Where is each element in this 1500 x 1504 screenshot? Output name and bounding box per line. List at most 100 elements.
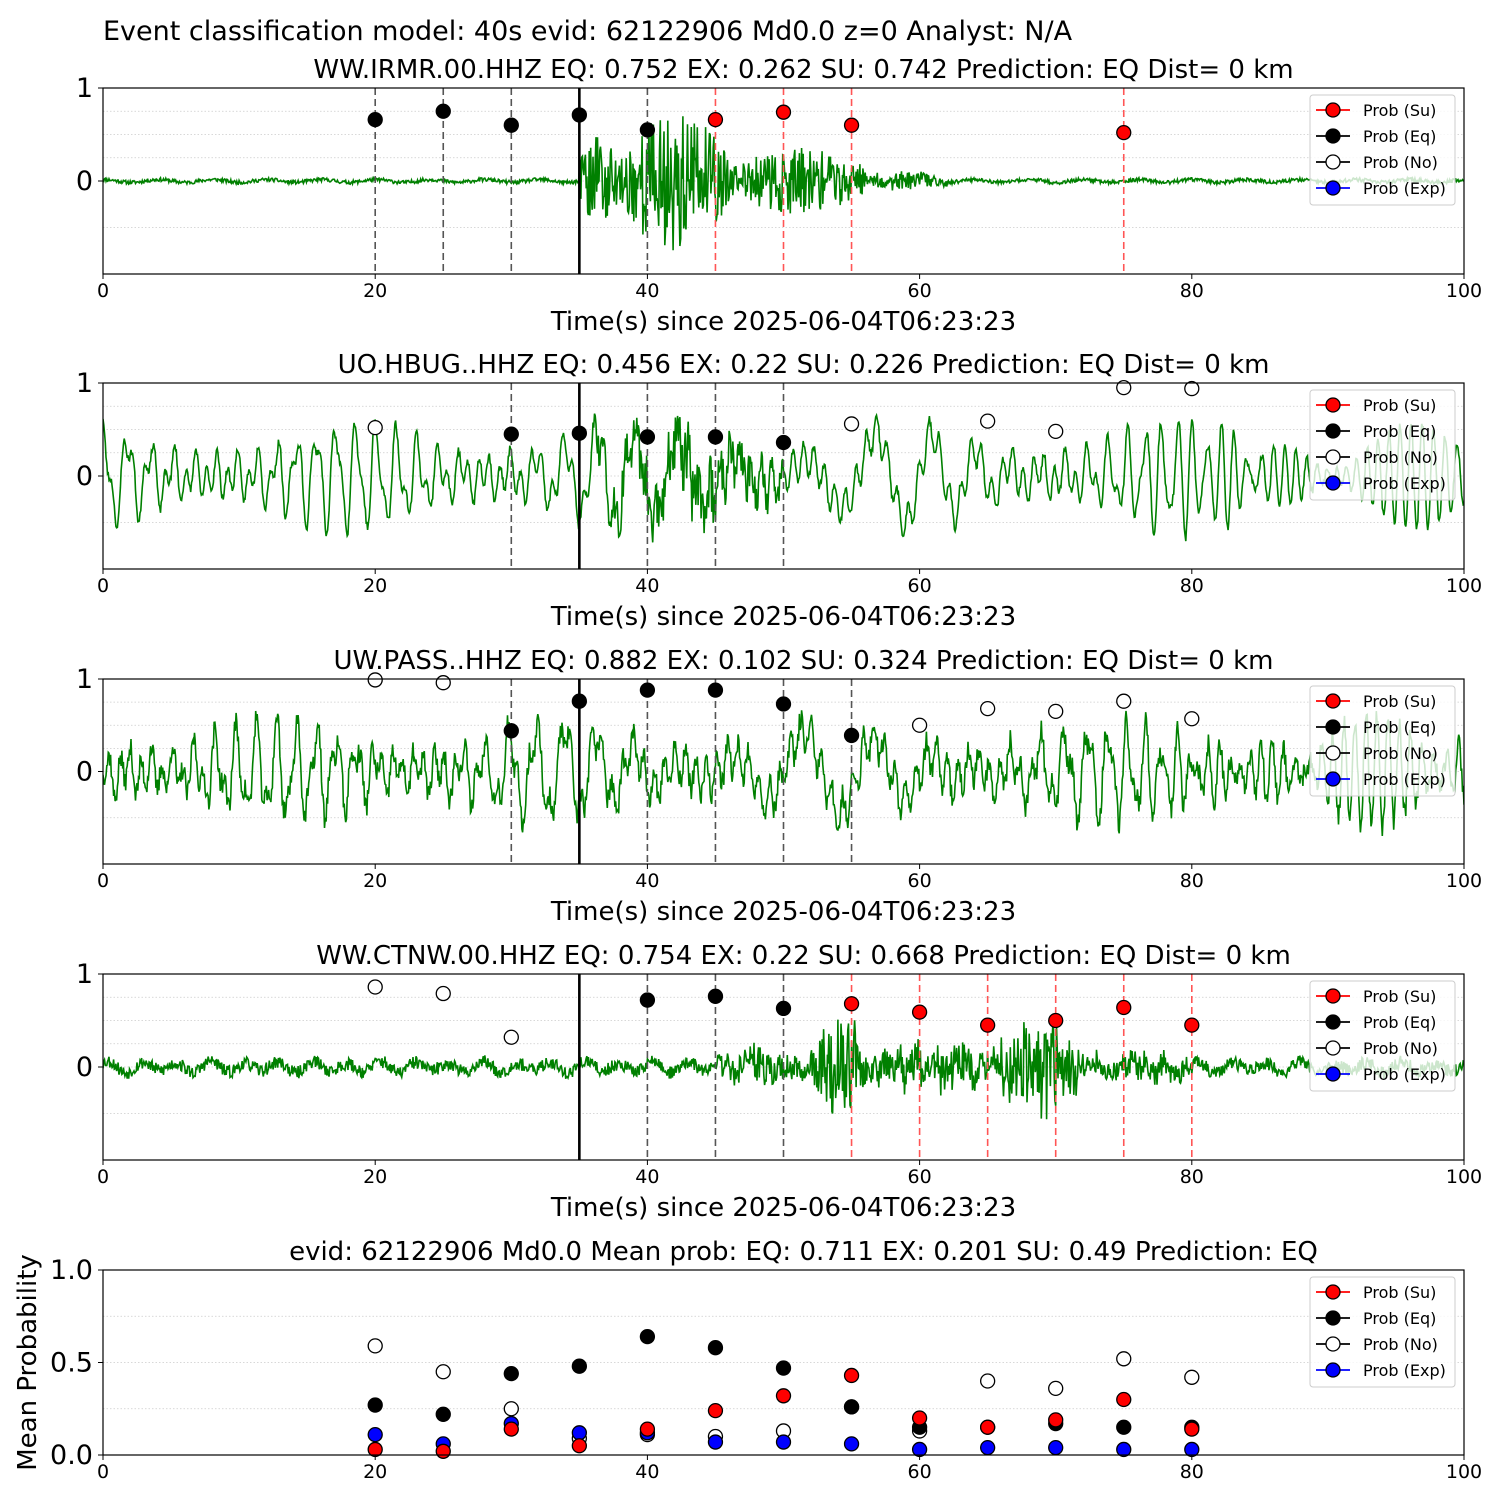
panel-title: evid: 62122906 Md0.0 Mean prob: EQ: 0.71… (289, 1237, 1318, 1267)
data-point (639, 122, 656, 138)
data-point (1116, 1441, 1132, 1458)
data-point (980, 700, 996, 717)
data-point (1048, 1439, 1064, 1456)
legend-label: Prob (Su) (1363, 1283, 1436, 1302)
data-point (775, 1434, 792, 1450)
legend-marker (1325, 1284, 1341, 1300)
panel-title: UW.PASS..HHZ EQ: 0.882 EX: 0.102 SU: 0.3… (334, 646, 1274, 676)
panel-5: evid: 62122906 Md0.0 Mean prob: EQ: 0.71… (13, 1237, 1482, 1483)
data-point (980, 1017, 996, 1033)
x-tick-label: 20 (363, 575, 387, 597)
data-point (435, 985, 451, 1002)
legend-box (1309, 980, 1456, 1092)
data-point (707, 1340, 724, 1356)
data-point (571, 1438, 587, 1454)
data-point (367, 419, 383, 436)
x-tick-label: 100 (1446, 280, 1482, 302)
x-tick-label: 0 (97, 870, 109, 892)
data-point (775, 104, 792, 120)
x-tick-label: 20 (363, 1166, 387, 1188)
x-tick-label: 100 (1446, 1166, 1482, 1188)
panel-3: UW.PASS..HHZ EQ: 0.882 EX: 0.102 SU: 0.3… (76, 646, 1482, 927)
x-tick-label: 40 (635, 280, 659, 302)
legend: Prob (Su) Prob (Eq) Prob (No) Prob (Exp) (1309, 980, 1456, 1092)
x-tick-label: 20 (363, 1461, 387, 1483)
data-point (1048, 423, 1064, 440)
legend-marker (1325, 988, 1341, 1004)
x-tick-label: 100 (1446, 870, 1482, 892)
legend: Prob (Su) Prob (Eq) Prob (No) Prob (Exp) (1309, 94, 1456, 206)
legend-label: Prob (No) (1363, 744, 1438, 763)
legend-marker (1325, 154, 1341, 170)
x-tick-label: 80 (1180, 280, 1204, 302)
data-point (639, 1421, 656, 1437)
data-point (571, 693, 587, 709)
data-point (503, 117, 519, 133)
x-tick-label: 40 (635, 575, 659, 597)
data-point (1116, 124, 1132, 141)
x-tick-label: 40 (635, 870, 659, 892)
x-tick-label: 60 (908, 1461, 932, 1483)
legend-label: Prob (Su) (1363, 396, 1436, 415)
legend-marker (1325, 102, 1341, 118)
data-point (1116, 999, 1132, 1016)
x-axis-label: Time(s) since 2025-06-04T06:23:23 (550, 1193, 1016, 1223)
legend-label: Prob (Exp) (1363, 474, 1446, 493)
data-point (911, 1410, 928, 1426)
legend-marker (1325, 397, 1341, 413)
data-point (707, 429, 724, 445)
data-point (707, 1434, 724, 1450)
data-point (1116, 1419, 1132, 1435)
data-point (1116, 1351, 1132, 1367)
data-point (1116, 693, 1132, 709)
x-axis-label: Time(s) since 2025-06-04T06:23:23 (550, 602, 1016, 632)
data-point (503, 1029, 519, 1045)
legend-marker (1325, 128, 1341, 144)
data-point (775, 1360, 792, 1376)
data-point (1184, 711, 1200, 727)
legend-label: Prob (Eq) (1363, 127, 1436, 146)
data-point (1116, 379, 1132, 396)
y-tick-label: 0.5 (50, 1348, 93, 1379)
legend: Prob (Su) Prob (Eq) Prob (No) Prob (Exp) (1309, 1276, 1456, 1388)
legend: Prob (Su) Prob (Eq) Prob (No) Prob (Exp) (1309, 685, 1456, 797)
legend-label: Prob (Exp) (1363, 1361, 1446, 1380)
y-tick-label: 1 (76, 664, 93, 695)
y-tick-label: 1 (76, 73, 93, 104)
x-axis-label: Time(s) since 2025-06-04T06:23:23 (550, 307, 1016, 337)
data-point (1116, 1391, 1132, 1408)
legend-box (1309, 389, 1456, 501)
legend: Prob (Su) Prob (Eq) Prob (No) Prob (Exp) (1309, 389, 1456, 501)
data-point (707, 988, 724, 1004)
legend-label: Prob (Eq) (1363, 422, 1436, 441)
legend-label: Prob (Eq) (1363, 1309, 1436, 1328)
x-tick-label: 0 (97, 575, 109, 597)
data-point (707, 1402, 724, 1419)
legend-label: Prob (Su) (1363, 692, 1436, 711)
data-point (435, 103, 451, 119)
figure-title: Event classification model: 40s evid: 62… (103, 16, 1073, 47)
panel-1: WW.IRMR.00.HHZ EQ: 0.752 EX: 0.262 SU: 0… (76, 55, 1482, 337)
x-tick-label: 20 (363, 870, 387, 892)
legend-label: Prob (No) (1363, 153, 1438, 172)
x-tick-label: 0 (97, 1166, 109, 1188)
data-point (1184, 1441, 1200, 1458)
data-point (503, 426, 519, 442)
x-tick-label: 80 (1180, 1166, 1204, 1188)
data-point (435, 1406, 451, 1422)
data-point (367, 1427, 383, 1443)
data-point (435, 1443, 451, 1459)
x-tick-label: 60 (908, 280, 932, 302)
legend-marker (1325, 719, 1341, 735)
y-tick-label: 0 (76, 461, 93, 492)
plot-area (103, 974, 1464, 1160)
legend-label: Prob (No) (1363, 448, 1438, 467)
legend-marker (1325, 423, 1341, 439)
plot-area (103, 383, 1464, 569)
data-point (571, 1425, 587, 1441)
legend-marker (1325, 180, 1341, 196)
data-point (435, 1364, 451, 1380)
x-tick-label: 0 (97, 280, 109, 302)
legend-label: Prob (Exp) (1363, 770, 1446, 789)
